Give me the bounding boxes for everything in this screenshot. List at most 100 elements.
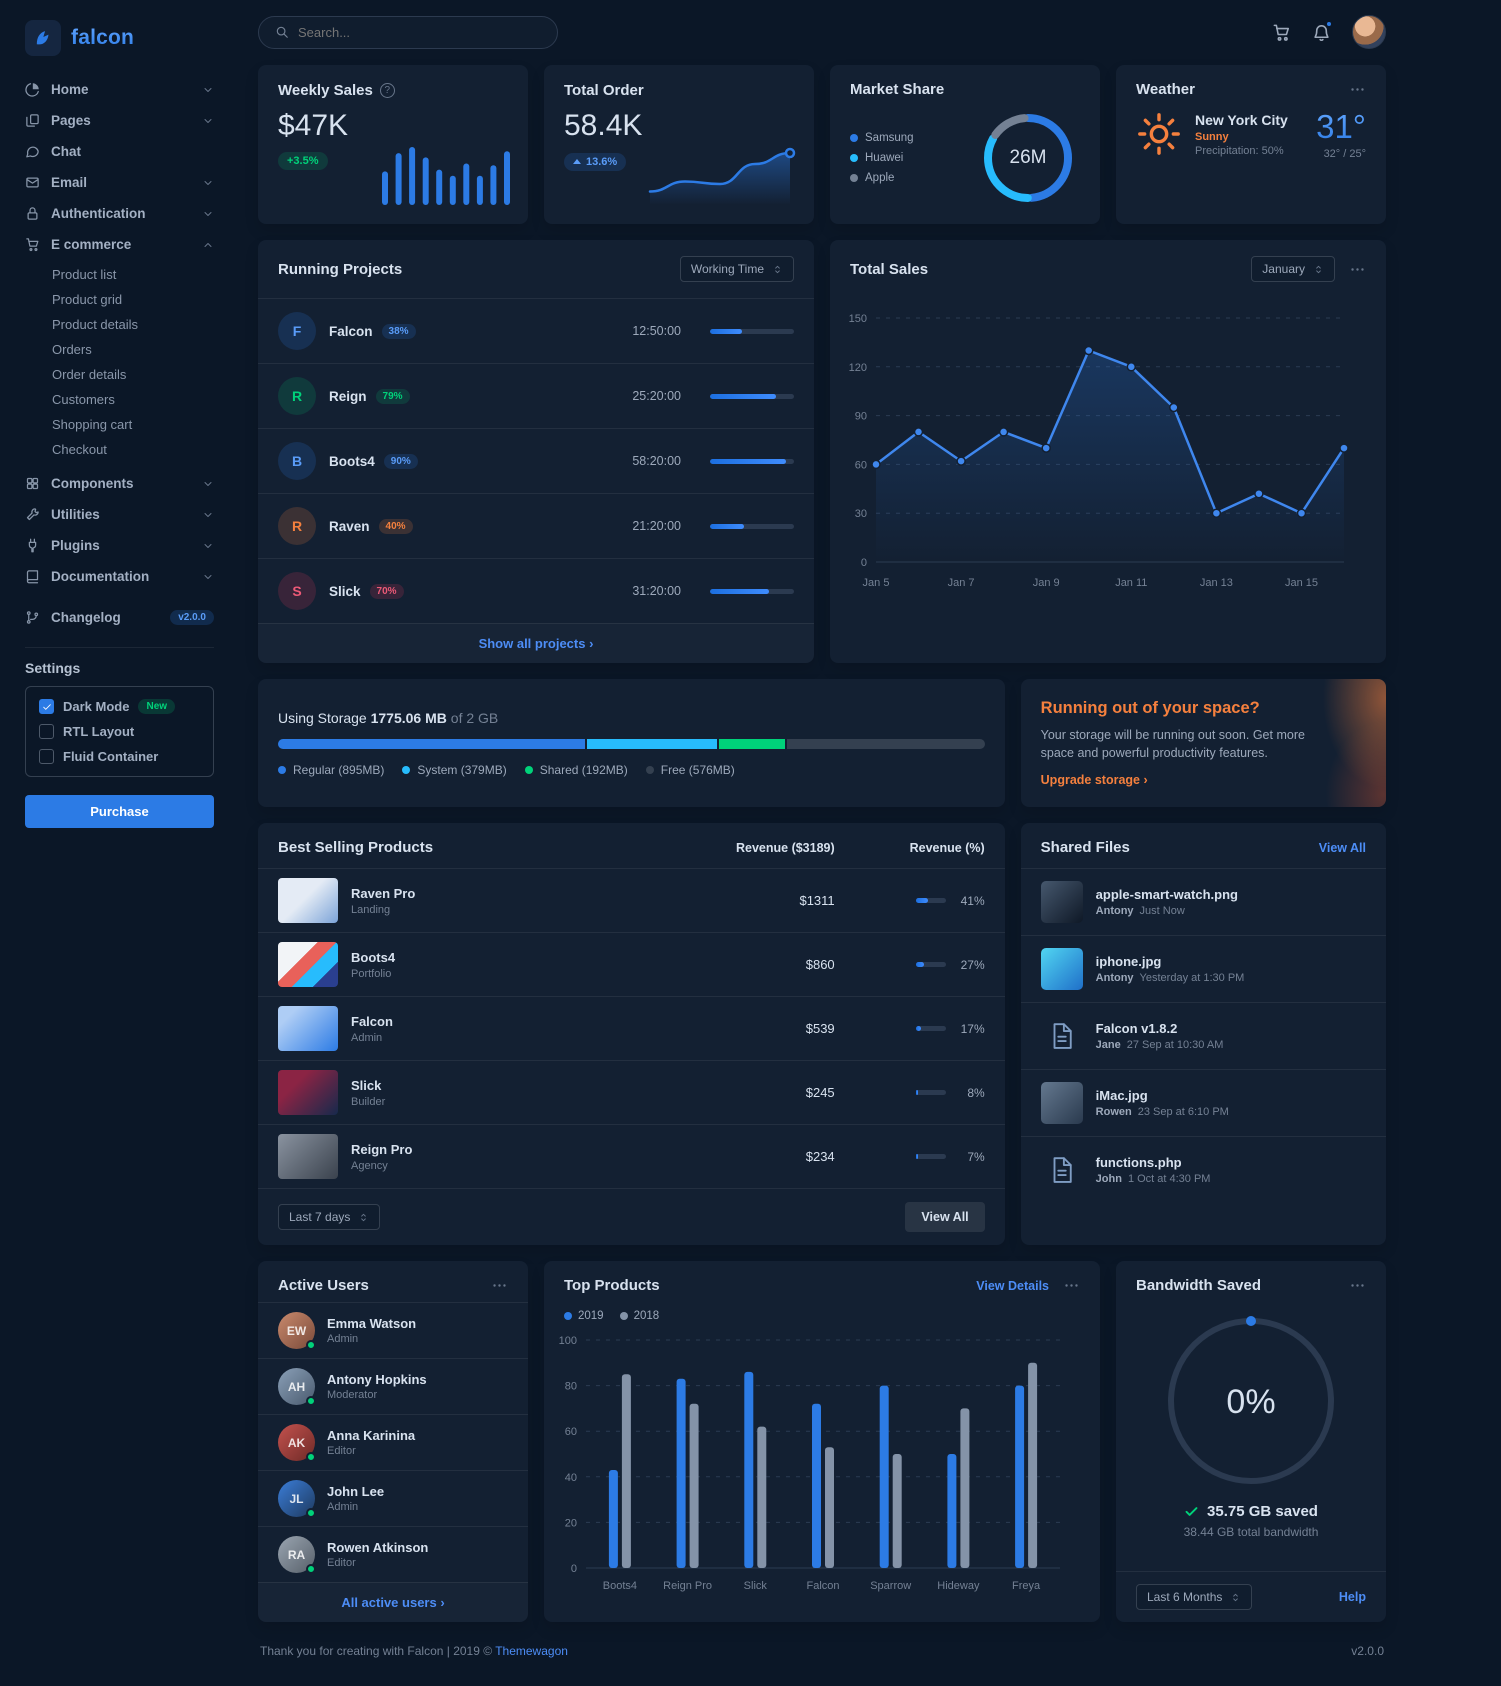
settings-option-rtl-layout[interactable]: RTL Layout	[39, 724, 200, 739]
file-name-link[interactable]: iMac.jpg	[1095, 1088, 1148, 1104]
themewagon-link[interactable]: Themewagon	[495, 1644, 568, 1659]
period-select[interactable]: Last 7 days	[278, 1204, 381, 1231]
sort-icon	[361, 1213, 367, 1221]
view-all-button[interactable]: View All	[905, 1202, 985, 1233]
product-name-link[interactable]: Falcon	[351, 1013, 393, 1029]
months-select[interactable]: Last 6 Months	[1136, 1584, 1253, 1611]
chevron-icon	[204, 481, 212, 486]
sidebar-divider	[25, 647, 214, 648]
sidebar-item-components[interactable]: Components	[25, 468, 214, 499]
sort-icon	[1316, 265, 1321, 273]
sidebar-item-authentication[interactable]: Authentication	[25, 198, 214, 229]
file-icon	[1053, 1157, 1072, 1184]
sidebar-subitem-product-details[interactable]: Product details	[52, 317, 138, 332]
sort-icon	[772, 264, 783, 275]
checkbox-dark-mode[interactable]	[39, 699, 54, 714]
svg-text:Jan 11: Jan 11	[1115, 577, 1147, 589]
purchase-button[interactable]: Purchase	[25, 795, 214, 828]
working-time-select[interactable]: Working Time	[679, 256, 794, 282]
project-name-link[interactable]: Slick	[329, 583, 361, 599]
cart-button[interactable]	[1272, 23, 1291, 42]
project-avatar: R	[278, 507, 316, 545]
weather-range: 32° / 25°	[1323, 148, 1366, 160]
chevron-up-icon	[202, 239, 214, 251]
user-name-link[interactable]: Emma Watson	[327, 1316, 417, 1332]
user-name-link[interactable]: Rowen Atkinson	[327, 1540, 429, 1556]
sidebar-item-utilities[interactable]: Utilities	[25, 499, 214, 530]
project-name-link[interactable]: Reign	[329, 388, 367, 404]
search-box[interactable]	[258, 15, 558, 49]
sidebar-subitem-product-list[interactable]: Product list	[52, 267, 117, 282]
footer-text: Thank you for creating with Falcon | 201…	[260, 1644, 568, 1659]
project-progress-bar	[710, 393, 794, 399]
sidebar-item-pages[interactable]: Pages	[25, 105, 214, 136]
weather-precipitation: Precipitation: 50%	[1195, 144, 1284, 157]
top-products-chart: 0 20 40 60 80 100 Boots4 Reign Pro Slick Falcon Sp…	[544, 1326, 1100, 1609]
product-type: Admin	[351, 1031, 383, 1044]
product-name-link[interactable]: Boots4	[351, 949, 396, 965]
sidebar-item-changelog[interactable]: Changelog v2.0.0	[25, 602, 214, 633]
brand-logo[interactable]: falcon	[25, 14, 214, 74]
search-input[interactable]	[298, 24, 541, 40]
upgrade-storage-link[interactable]: Upgrade storage	[1041, 773, 1148, 787]
user-avatar-button[interactable]	[1352, 15, 1386, 49]
components-icon	[26, 477, 39, 490]
sidebar-item-chat[interactable]: Chat	[25, 136, 214, 167]
sidebar-subitem-orders[interactable]: Orders	[52, 342, 92, 357]
sidebar-item-home[interactable]: Home	[25, 74, 214, 105]
file-name-link[interactable]: functions.php	[1095, 1155, 1182, 1171]
file-name-link[interactable]: iphone.jpg	[1095, 954, 1162, 970]
user-name-link[interactable]: Anna Karinina	[327, 1428, 416, 1444]
sidebar-item-e-commerce[interactable]: E commerce	[25, 229, 214, 260]
sidebar-subitem-shopping-cart[interactable]: Shopping cart	[52, 417, 133, 432]
checkbox-rtl-layout[interactable]	[39, 724, 54, 739]
project-avatar: B	[278, 442, 316, 480]
sidebar-item-plugins[interactable]: Plugins	[25, 530, 214, 561]
sidebar-subitem-product-grid[interactable]: Product grid	[52, 292, 123, 307]
help-icon[interactable]: ?	[379, 83, 395, 98]
chat-icon	[26, 146, 39, 158]
product-name-link[interactable]: Reign Pro	[351, 1141, 413, 1157]
svg-text:Jan 13: Jan 13	[1200, 577, 1233, 589]
checkbox-fluid-container[interactable]	[39, 749, 54, 764]
sidebar-item-documentation[interactable]: Documentation	[25, 561, 214, 592]
user-name-link[interactable]: Antony Hopkins	[327, 1372, 427, 1388]
sidebar-subitem-order-details[interactable]: Order details	[52, 367, 127, 382]
storage-bar	[278, 738, 985, 749]
show-all-projects-link[interactable]: Show all projects	[258, 623, 814, 663]
project-name-link[interactable]: Raven	[329, 518, 370, 534]
revenue-column-header: Revenue ($3189)	[735, 840, 835, 855]
product-revenue: $860	[805, 957, 835, 973]
user-name-link[interactable]: John Lee	[327, 1484, 385, 1500]
total-order-title: Total Order	[564, 82, 644, 99]
help-link[interactable]: Help	[1338, 1590, 1366, 1605]
file-name-link[interactable]: Falcon v1.8.2	[1095, 1021, 1178, 1037]
product-name-link[interactable]: Raven Pro	[351, 885, 416, 901]
card-menu-button[interactable]	[1349, 261, 1366, 278]
all-active-users-link[interactable]: All active users	[258, 1582, 528, 1622]
view-details-link[interactable]: View Details	[976, 1278, 1049, 1293]
view-all-files-link[interactable]: View All	[1318, 840, 1366, 855]
svg-text:Freya: Freya	[1012, 1580, 1041, 1592]
sidebar-item-email[interactable]: Email	[25, 167, 214, 198]
file-owner: Jane	[1095, 1039, 1121, 1052]
sidebar-subitem-customers[interactable]: Customers	[52, 392, 115, 407]
notifications-button[interactable]	[1312, 19, 1333, 42]
file-name-link[interactable]: apple-smart-watch.png	[1095, 887, 1238, 903]
card-menu-button[interactable]	[1349, 1277, 1366, 1294]
sidebar-item-label: Documentation	[51, 569, 150, 584]
card-menu-button[interactable]	[491, 1277, 508, 1294]
user-row-antony-hopkins: AH Antony Hopkins Moderator	[258, 1358, 528, 1414]
product-thumbnail	[278, 878, 338, 924]
project-name-link[interactable]: Boots4	[329, 453, 375, 469]
sidebar-subitem-checkout[interactable]: Checkout	[52, 442, 107, 457]
month-select[interactable]: January	[1251, 256, 1335, 282]
sidebar-item-label: Pages	[51, 113, 91, 128]
product-name-link[interactable]: Slick	[351, 1077, 382, 1093]
search-icon	[275, 25, 289, 39]
settings-option-fluid-container[interactable]: Fluid Container	[39, 749, 200, 764]
project-name-link[interactable]: Falcon	[329, 323, 373, 339]
card-menu-button[interactable]	[1063, 1277, 1080, 1294]
card-menu-button[interactable]	[1349, 81, 1366, 98]
settings-option-dark-mode[interactable]: Dark Mode New	[39, 699, 200, 714]
